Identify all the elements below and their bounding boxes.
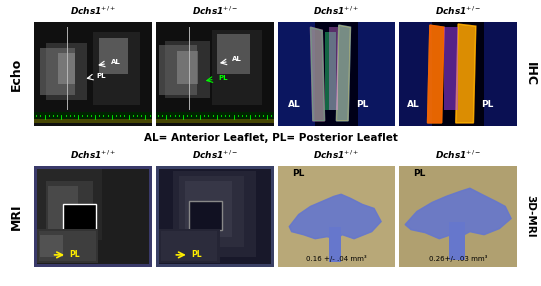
Text: PL: PL bbox=[96, 73, 106, 79]
Bar bbox=[325, 32, 337, 110]
Bar bbox=[40, 235, 63, 257]
Bar bbox=[57, 53, 75, 84]
Bar bbox=[159, 169, 270, 264]
Text: Dchs1$^{+/+}$: Dchs1$^{+/+}$ bbox=[70, 149, 116, 161]
Text: Dchs1$^{+/+}$: Dchs1$^{+/+}$ bbox=[70, 5, 116, 17]
Bar bbox=[165, 41, 210, 98]
Text: Dchs1$^{+/-}$: Dchs1$^{+/-}$ bbox=[435, 149, 481, 161]
Bar bbox=[399, 22, 517, 126]
Text: Dchs1$^{+/-}$: Dchs1$^{+/-}$ bbox=[192, 149, 237, 161]
Bar bbox=[37, 169, 149, 264]
Text: AL: AL bbox=[288, 100, 300, 109]
Bar bbox=[217, 35, 250, 74]
Bar bbox=[399, 22, 432, 126]
Bar bbox=[278, 22, 315, 126]
Bar bbox=[329, 27, 338, 110]
Bar bbox=[34, 119, 151, 123]
Bar bbox=[48, 186, 77, 232]
Bar bbox=[444, 27, 458, 110]
Text: Dchs1$^{+/+}$: Dchs1$^{+/+}$ bbox=[313, 149, 359, 161]
Polygon shape bbox=[289, 194, 381, 239]
Bar bbox=[99, 37, 128, 74]
Polygon shape bbox=[405, 188, 511, 239]
Bar bbox=[278, 166, 395, 267]
Polygon shape bbox=[456, 24, 476, 123]
Bar bbox=[189, 27, 190, 110]
Bar bbox=[67, 27, 69, 110]
Text: MRI: MRI bbox=[10, 203, 23, 230]
Bar bbox=[329, 227, 341, 262]
Text: AL: AL bbox=[110, 59, 120, 65]
Polygon shape bbox=[427, 25, 444, 123]
Bar bbox=[156, 112, 274, 119]
Bar bbox=[159, 229, 220, 263]
Text: 0.26+/- .03 mm³: 0.26+/- .03 mm³ bbox=[429, 255, 487, 263]
Polygon shape bbox=[311, 27, 325, 121]
Bar bbox=[34, 112, 151, 119]
Bar bbox=[46, 181, 93, 237]
Bar bbox=[189, 201, 222, 230]
Polygon shape bbox=[337, 25, 351, 121]
Bar bbox=[37, 229, 98, 263]
Bar bbox=[399, 166, 517, 267]
Bar bbox=[177, 51, 198, 84]
Text: IHC: IHC bbox=[524, 62, 537, 86]
Bar bbox=[156, 119, 274, 123]
Bar bbox=[159, 45, 197, 95]
Text: AL: AL bbox=[232, 56, 242, 62]
Text: PL: PL bbox=[413, 169, 426, 178]
Text: PL: PL bbox=[356, 100, 368, 109]
Bar bbox=[156, 166, 274, 267]
Bar bbox=[34, 22, 151, 126]
Polygon shape bbox=[337, 25, 351, 121]
Text: Dchs1$^{+/+}$: Dchs1$^{+/+}$ bbox=[313, 5, 359, 17]
Text: PL: PL bbox=[191, 250, 202, 259]
Bar bbox=[156, 22, 274, 126]
Polygon shape bbox=[311, 27, 325, 121]
Bar bbox=[358, 22, 395, 126]
Bar bbox=[174, 171, 256, 257]
Text: Echo: Echo bbox=[10, 57, 23, 91]
Text: PL: PL bbox=[292, 169, 304, 178]
Text: 3D-MRI: 3D-MRI bbox=[525, 195, 535, 238]
Bar bbox=[40, 48, 75, 95]
Text: AL: AL bbox=[407, 100, 420, 109]
Bar bbox=[63, 204, 96, 233]
Bar bbox=[93, 32, 140, 105]
Text: PL: PL bbox=[218, 75, 228, 81]
Bar bbox=[161, 231, 217, 261]
Text: PL: PL bbox=[69, 250, 80, 259]
Bar bbox=[484, 22, 517, 126]
Bar bbox=[185, 181, 232, 237]
Text: PL: PL bbox=[481, 100, 494, 109]
Bar bbox=[179, 176, 244, 247]
Text: Dchs1$^{+/-}$: Dchs1$^{+/-}$ bbox=[435, 5, 481, 17]
Text: AL= Anterior Leaflet, PL= Posterior Leaflet: AL= Anterior Leaflet, PL= Posterior Leaf… bbox=[143, 133, 398, 143]
Bar bbox=[34, 166, 151, 267]
Bar bbox=[278, 22, 395, 126]
Polygon shape bbox=[427, 25, 444, 123]
Bar bbox=[37, 169, 102, 240]
Bar bbox=[46, 43, 87, 100]
Bar bbox=[212, 30, 262, 105]
Bar bbox=[39, 231, 96, 261]
Text: 0.16 +/- .04 mm³: 0.16 +/- .04 mm³ bbox=[306, 255, 367, 263]
Bar bbox=[448, 222, 465, 260]
Polygon shape bbox=[456, 24, 476, 123]
Text: Dchs1$^{+/-}$: Dchs1$^{+/-}$ bbox=[192, 5, 237, 17]
